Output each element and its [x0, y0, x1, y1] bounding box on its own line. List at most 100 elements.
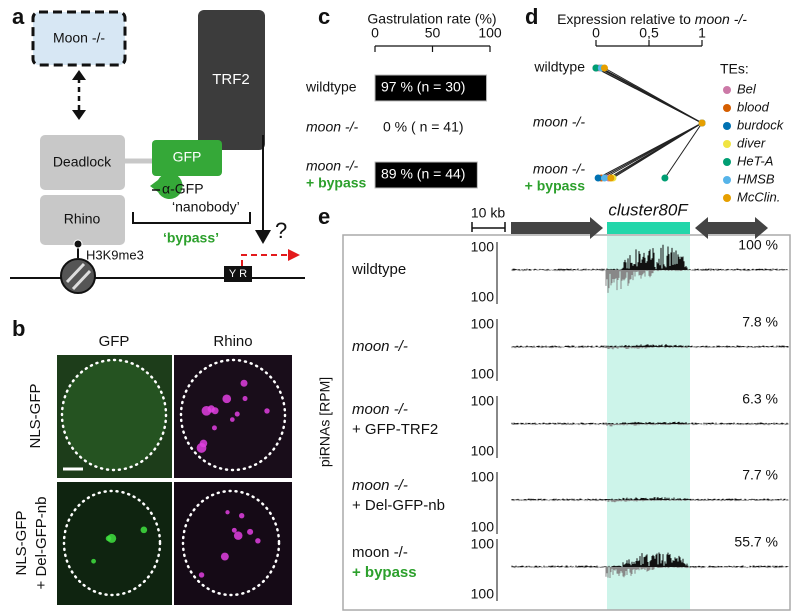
spot	[105, 535, 112, 542]
track-label: moon -/-	[352, 401, 408, 418]
chart-title: Gastrulation rate (%)	[367, 11, 496, 27]
coverage-minus	[511, 424, 789, 427]
spot	[198, 572, 205, 578]
row-label: NLS-GFP	[27, 383, 44, 448]
point	[594, 174, 602, 182]
category-label: moon -/-	[533, 114, 585, 130]
trf2-box	[198, 10, 265, 150]
legend-swatch	[723, 176, 731, 184]
x-tick-label: 0,5	[639, 25, 659, 41]
coverage-minus	[511, 500, 789, 503]
cluster-bar	[607, 222, 690, 234]
deadlock-label: Deadlock	[53, 154, 112, 170]
coverage-plus	[511, 552, 789, 567]
legend-label: Bel	[737, 81, 757, 96]
track-label: wildtype	[351, 261, 406, 278]
legend-label: blood	[737, 99, 770, 114]
category-label: + bypass	[525, 178, 586, 194]
spot	[196, 443, 207, 453]
nanobody-label: ‘nanobody’	[172, 199, 240, 215]
deadlock-box	[40, 135, 125, 190]
x-tick-label: 1	[698, 25, 706, 41]
track-label: + Del-GFP-nb	[352, 497, 445, 514]
category-label: moon -/-	[306, 119, 358, 135]
row-label: NLS-GFP	[13, 510, 30, 575]
spot	[211, 425, 217, 431]
nucleosome-stripe	[71, 269, 92, 291]
legend-label: HMSB	[737, 171, 775, 186]
scale-label: 100	[471, 366, 495, 382]
category-label: + bypass	[306, 175, 367, 191]
point	[698, 119, 706, 127]
spot	[140, 526, 148, 534]
spot	[91, 558, 96, 564]
bypass-label: ‘bypass’	[163, 230, 219, 246]
track-label: moon -/-	[352, 477, 408, 494]
legend-swatch	[723, 104, 731, 112]
scale-label: 100	[471, 519, 495, 535]
panel-label: d	[525, 4, 538, 29]
coverage-minus	[511, 567, 789, 579]
cluster-label: cluster80F	[608, 200, 689, 219]
bar	[374, 161, 478, 189]
outline	[181, 489, 281, 597]
row-label: + Del-GFP-nb	[33, 497, 50, 590]
x-tick-label: 0	[371, 25, 379, 41]
arrow-head	[255, 230, 271, 244]
x-tick-label: 0	[592, 25, 600, 41]
point	[661, 174, 669, 182]
mark-label: H3K9me3	[86, 247, 144, 262]
y-axis-label: piRNAs [RPM]	[317, 377, 333, 467]
scale-label: 100	[471, 289, 495, 305]
nucleosome	[60, 258, 96, 294]
spot	[264, 408, 270, 414]
percent-label: 55.7 %	[734, 534, 778, 550]
legend-swatch	[723, 86, 731, 94]
point	[607, 174, 615, 182]
transcript-head	[288, 249, 300, 261]
category-label: moon -/-	[533, 161, 585, 177]
series-line	[598, 67, 704, 179]
spots	[91, 379, 270, 578]
legend-title: TEs:	[720, 61, 749, 77]
track-label: moon -/-	[352, 338, 408, 355]
coverage-plus	[511, 244, 789, 270]
series-line	[604, 67, 703, 179]
series-line	[595, 67, 704, 179]
rhino-label: Rhino	[64, 211, 101, 227]
scale-label: 100	[471, 586, 495, 602]
scale-label: 100	[471, 393, 495, 409]
moon-box	[31, 10, 127, 67]
panel-label: b	[12, 316, 25, 341]
legend-swatch	[723, 122, 731, 130]
nanobody-label: α-GFP	[162, 181, 204, 197]
category-label: moon -/-	[306, 158, 358, 174]
panel-label: e	[318, 204, 330, 229]
micrograph	[174, 482, 292, 605]
point	[592, 64, 600, 72]
spot	[247, 528, 254, 535]
panel-a: Moon -/- TRF2 Deadlock Rhino GFP α-GFP ‘…	[10, 10, 305, 294]
percent-label: 6.3 %	[742, 391, 778, 407]
transcript	[241, 254, 290, 266]
spot	[220, 552, 229, 561]
track-label: moon -/-	[352, 544, 408, 561]
spot	[231, 527, 237, 533]
category-label: wildtype	[305, 79, 357, 95]
coverage-minus	[511, 270, 789, 293]
outline	[179, 358, 287, 472]
spot	[242, 396, 248, 402]
arrow-head	[72, 70, 86, 80]
scale-label: 100	[471, 239, 495, 255]
series-line	[601, 67, 703, 179]
track-label: + bypass	[352, 564, 417, 581]
rhino-box	[40, 195, 125, 245]
nucleus	[62, 360, 166, 470]
legend-label: HeT-A	[737, 153, 773, 168]
track-label: + GFP-TRF2	[352, 421, 438, 438]
scale-label: 100	[471, 316, 495, 332]
title-part: Expression relative to	[557, 11, 691, 27]
series-line	[595, 67, 704, 179]
scale-label: 100	[471, 443, 495, 459]
x-tick-label: 50	[425, 25, 441, 41]
